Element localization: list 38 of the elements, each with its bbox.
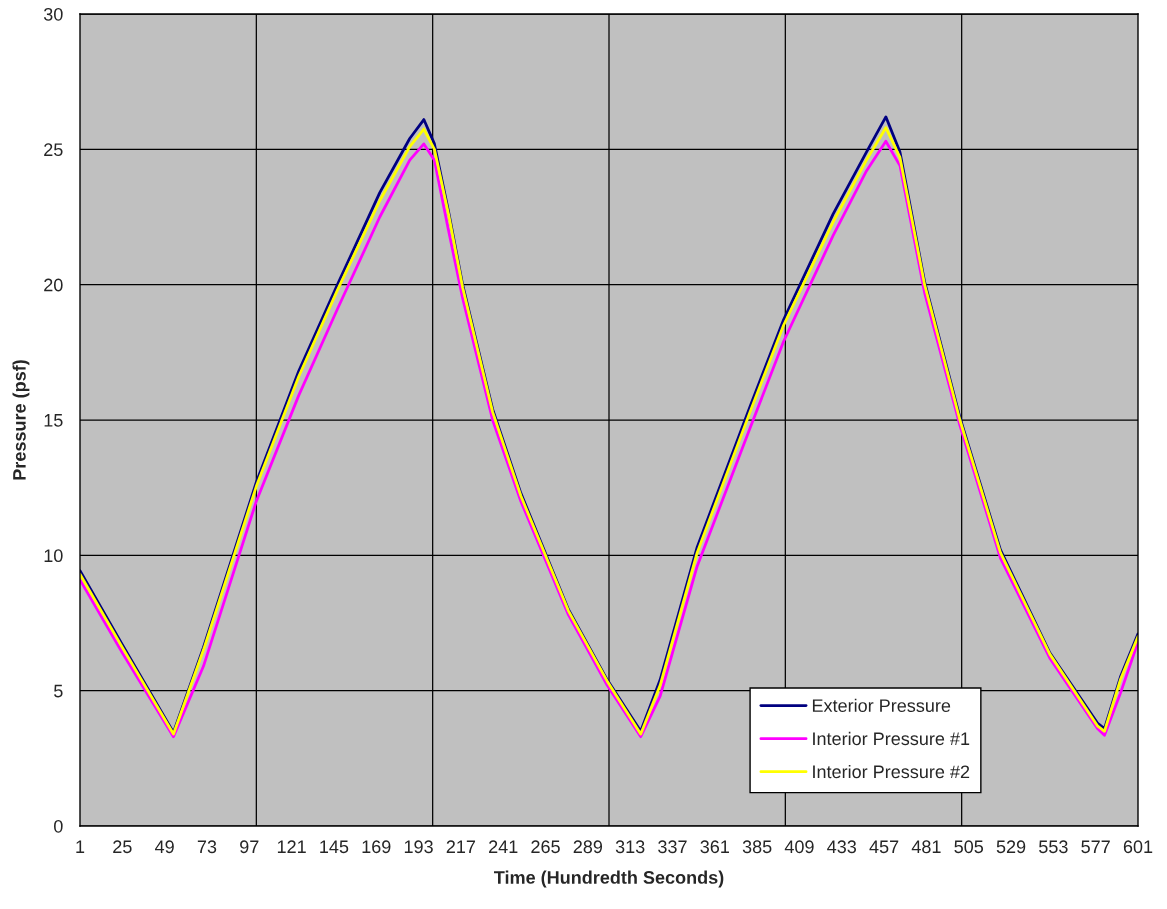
x-tick-label: 1 — [76, 840, 85, 853]
legend-label: Exterior Pressure — [812, 698, 951, 713]
legend-label: Interior Pressure #2 — [813, 764, 970, 779]
x-tick-label: 169 — [362, 840, 391, 854]
x-tick-label: 529 — [996, 840, 1026, 854]
x-tick-label: 313 — [615, 840, 645, 854]
x-tick-label: 601 — [1123, 840, 1153, 854]
x-tick-label: 481 — [911, 840, 941, 854]
x-tick-label: 49 — [155, 840, 174, 854]
y-axis-title: Pressure (psf) — [12, 360, 30, 480]
x-tick-label: 73 — [197, 840, 217, 854]
x-tick-label: 265 — [531, 840, 560, 854]
x-tick-label: 193 — [404, 840, 433, 854]
x-tick-label: 409 — [784, 840, 814, 854]
y-tick-label: 5 — [54, 684, 63, 698]
y-tick-label: 0 — [54, 819, 63, 833]
x-tick-label: 577 — [1081, 840, 1110, 854]
x-axis-title: Time (Hundredth Seconds) — [494, 870, 724, 888]
y-tick-label: 15 — [44, 414, 63, 427]
y-tick-label: 10 — [44, 549, 63, 563]
y-tick-label: 25 — [44, 143, 63, 157]
x-tick-label: 289 — [573, 840, 603, 854]
x-tick-label: 217 — [446, 840, 476, 853]
x-tick-label: 145 — [320, 840, 349, 854]
x-tick-label: 337 — [658, 840, 687, 854]
x-tick-label: 241 — [489, 840, 518, 853]
y-tick-label: 30 — [43, 7, 63, 21]
x-tick-label: 433 — [827, 840, 857, 854]
x-tick-label: 97 — [240, 840, 259, 854]
x-tick-label: 25 — [113, 840, 132, 854]
x-tick-label: 553 — [1039, 840, 1068, 854]
x-tick-label: 361 — [700, 840, 729, 854]
x-tick-label: 457 — [869, 840, 899, 854]
x-tick-label: 505 — [954, 840, 984, 854]
legend-label: Interior Pressure #1 — [813, 731, 970, 746]
x-tick-label: 121 — [277, 840, 306, 853]
y-tick-label: 20 — [44, 278, 63, 292]
x-tick-label: 385 — [742, 840, 772, 854]
